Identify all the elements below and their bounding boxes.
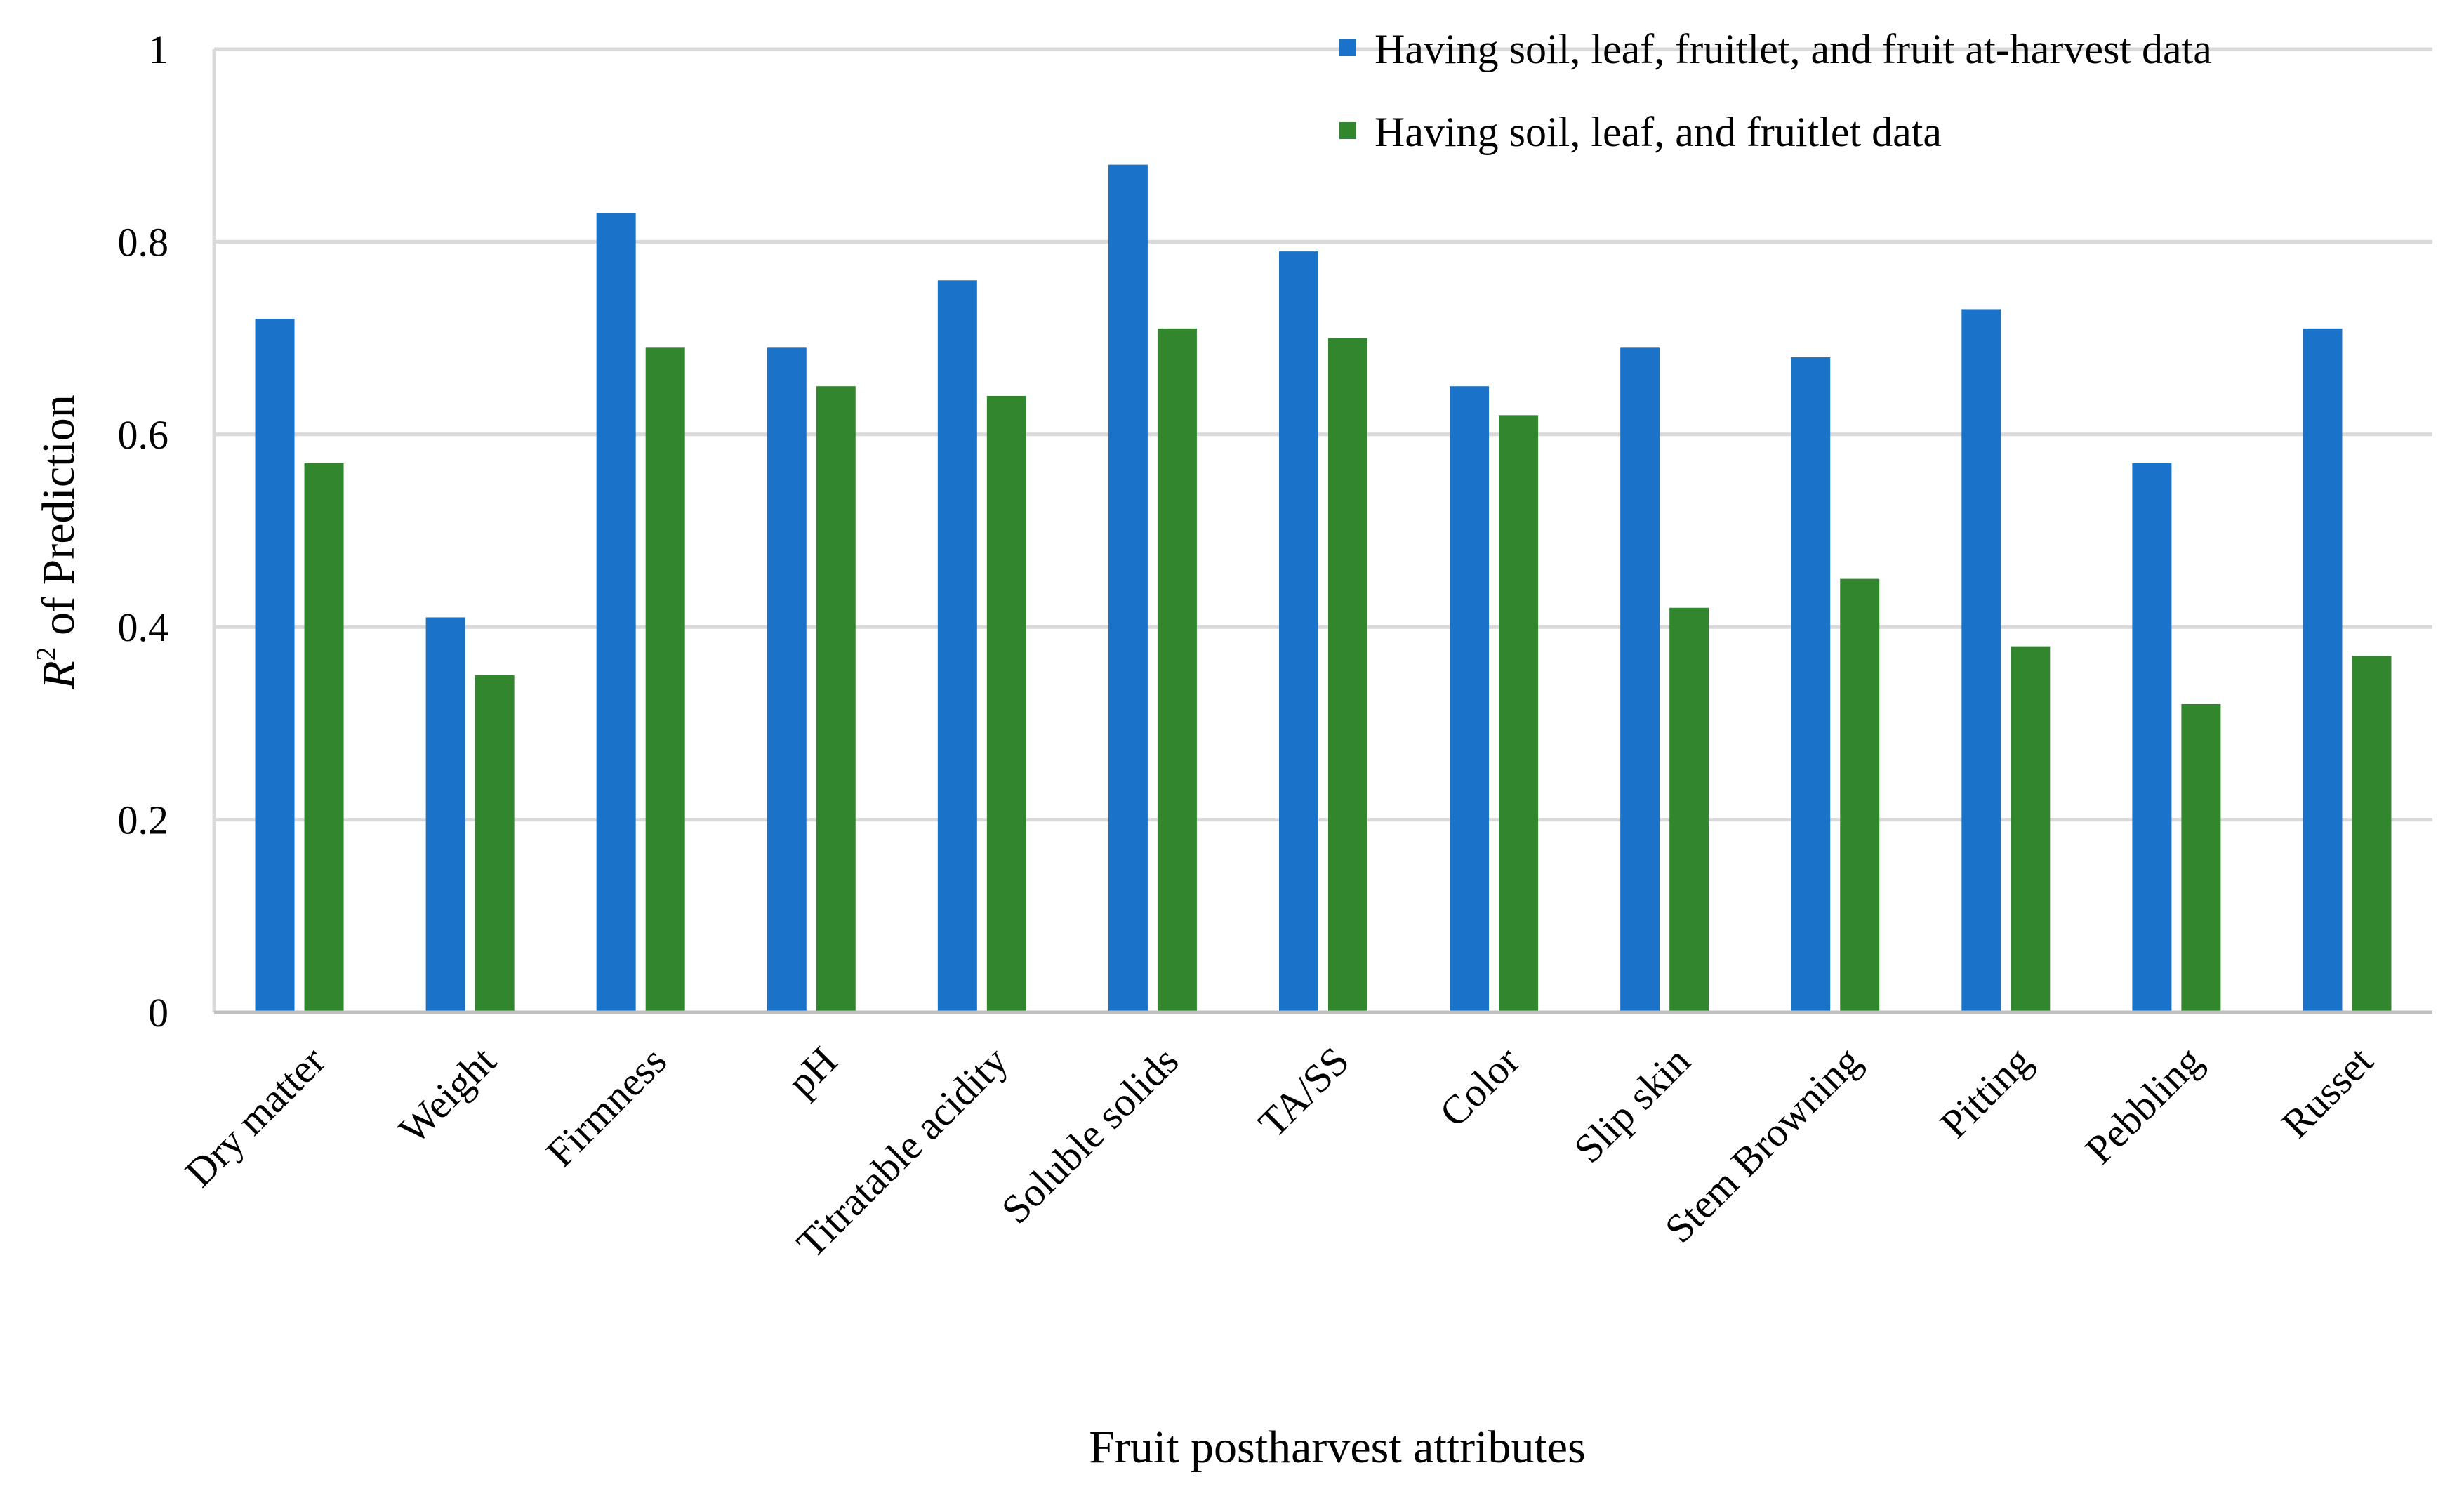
bar-series-1-stem-browning: [1791, 357, 1831, 1012]
legend-swatch-series-2: [1339, 122, 1356, 139]
gridlines: [214, 47, 2432, 822]
x-tick-label: Pebbling: [2076, 1038, 2211, 1172]
bar-series-1-ph: [767, 347, 807, 1012]
bar-series-1-slip-skin: [1620, 347, 1660, 1012]
bar-series-1-russet: [2303, 328, 2343, 1012]
bar-series-2-pebbling: [2181, 703, 2221, 1012]
legend-label-series-2: Having soil, leaf, and fruitlet data: [1375, 109, 1942, 155]
legend-swatch-series-1: [1339, 39, 1356, 56]
legend-label-series-1: Having soil, leaf, fruitlet, and fruit a…: [1375, 26, 2212, 72]
y-tick-labels: 0 0.2 0.4 0.6 0.8 1: [118, 27, 169, 1035]
bar-series-1-pitting: [1961, 309, 2001, 1012]
bar-series-2-soluble-solids: [1157, 328, 1197, 1012]
x-tick-label: TA/SS: [1250, 1038, 1358, 1146]
x-tick-label: Slip skin: [1565, 1038, 1700, 1172]
y-tick-label: 0.4: [118, 604, 169, 650]
x-tick-label: Soluble solids: [993, 1038, 1187, 1232]
y-tick-label: 0.2: [118, 797, 169, 843]
y-axis-title-rest: of Prediction: [33, 395, 84, 647]
y-tick-label: 0.6: [118, 412, 169, 458]
y-tick-label: 0.8: [118, 219, 169, 265]
x-tick-label: Firmness: [538, 1038, 675, 1175]
x-tick-label: Weight: [390, 1038, 504, 1152]
bar-series-1-soluble-solids: [1108, 164, 1148, 1012]
y-tick-label: 0: [148, 990, 168, 1035]
x-tick-label: pH: [779, 1038, 846, 1105]
y-axis-title: R2 of Prediction: [30, 395, 84, 690]
bar-series-1-ta-ss: [1279, 251, 1318, 1012]
bar-series-2-firmness: [645, 347, 685, 1012]
bar-series-2-weight: [475, 675, 515, 1012]
bar-series-2-slip-skin: [1669, 607, 1709, 1012]
bar-series-1-firmness: [596, 213, 636, 1012]
bars: [255, 164, 2392, 1013]
bar-series-2-color: [1499, 415, 1539, 1012]
x-axis-title: Fruit postharvest attributes: [1089, 1422, 1586, 1473]
bar-series-2-ta-ss: [1328, 338, 1367, 1013]
x-tick-label: Russet: [2272, 1038, 2381, 1146]
y-axis-title-base: R: [33, 661, 84, 689]
bar-series-2-ph: [816, 386, 856, 1012]
bar-series-1-dry-matter: [255, 319, 295, 1012]
legend: Having soil, leaf, fruitlet, and fruit a…: [1339, 26, 2212, 155]
bar-series-2-stem-browning: [1840, 578, 1880, 1012]
x-tick-label: Pitting: [1931, 1038, 2040, 1146]
y-axis-title-superscript: 2: [30, 647, 62, 661]
bar-series-1-pebbling: [2132, 463, 2172, 1012]
axes: [212, 49, 2432, 1014]
bar-series-2-pitting: [2011, 646, 2051, 1012]
bar-series-2-titratable-acidity: [986, 395, 1026, 1012]
bar-series-2-russet: [2352, 656, 2392, 1012]
bar-series-2-dry-matter: [304, 463, 344, 1012]
bar-series-1-weight: [425, 617, 465, 1012]
bar-series-1-color: [1450, 386, 1490, 1012]
y-tick-label: 1: [148, 27, 168, 72]
bar-series-1-titratable-acidity: [937, 280, 977, 1012]
x-tick-label: Dry matter: [176, 1038, 334, 1196]
x-tick-label: Color: [1431, 1038, 1528, 1135]
